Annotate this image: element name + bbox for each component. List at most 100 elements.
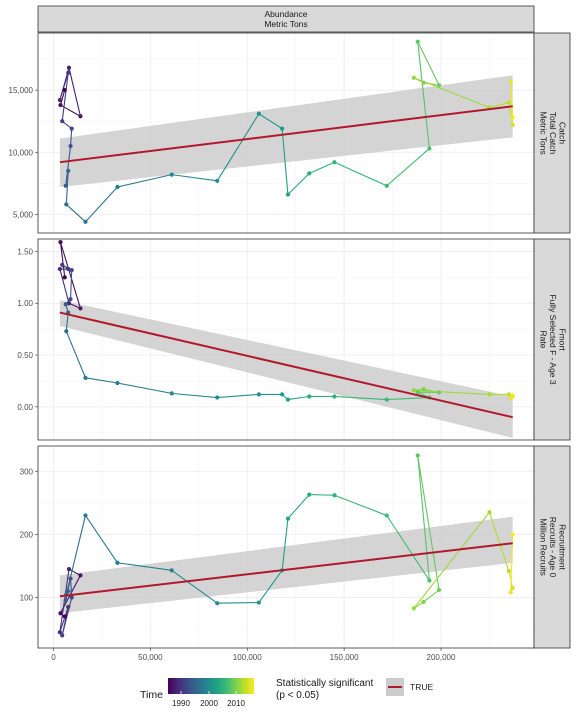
data-point <box>66 168 71 173</box>
data-point <box>436 83 442 88</box>
data-point <box>285 516 291 521</box>
data-point <box>332 160 337 165</box>
data-point <box>411 75 416 80</box>
data-point <box>57 630 62 635</box>
panel-strip <box>533 32 571 234</box>
path-segment <box>334 395 387 401</box>
path-segment <box>171 174 218 182</box>
path-segment <box>217 393 259 399</box>
path-segment <box>217 602 259 604</box>
data-point <box>63 302 68 307</box>
path-segment <box>488 512 510 572</box>
x-tick-label: 100,000 <box>233 653 262 662</box>
time-tick-1990: 1990 <box>172 699 190 708</box>
time-legend: Time 1990 2000 2010 <box>140 678 254 708</box>
data-point <box>115 560 120 565</box>
data-point <box>256 600 261 605</box>
path-segment <box>258 113 283 130</box>
y-tick-label: 0.50 <box>17 351 33 360</box>
path-segment <box>413 77 490 109</box>
y-tick-label: 300 <box>20 467 34 476</box>
data-point <box>169 172 174 177</box>
data-point <box>510 585 515 591</box>
data-point <box>115 380 120 386</box>
path-segment <box>171 569 218 604</box>
path-segment <box>281 128 289 195</box>
path-segment <box>85 515 118 564</box>
path-segment <box>258 570 283 603</box>
panel-strip-label: Metric Tons <box>538 111 548 154</box>
trend-line <box>59 311 513 419</box>
data-point <box>508 590 513 595</box>
data-point <box>115 184 120 190</box>
path-segment <box>309 161 335 174</box>
panel-strip <box>533 238 571 441</box>
path-segment <box>117 562 172 571</box>
data-point <box>436 390 442 395</box>
path-segment <box>59 72 69 101</box>
data-point <box>66 589 71 594</box>
data-point <box>83 513 88 518</box>
time-tick-2000: 2000 <box>200 699 218 708</box>
path-segment <box>65 331 86 379</box>
path-segment <box>65 204 86 223</box>
time-legend-title: Time <box>140 689 163 701</box>
path-segment <box>216 113 260 182</box>
path-segment <box>287 494 310 519</box>
panel-strip-label: Rate <box>538 331 548 349</box>
data-point <box>415 390 420 395</box>
data-point <box>506 100 511 105</box>
data-point <box>384 183 389 188</box>
path-segment <box>70 270 73 300</box>
data-point <box>62 614 67 619</box>
path-segment <box>68 568 81 576</box>
data-point <box>427 146 432 151</box>
panel-strip <box>533 445 571 649</box>
data-point <box>506 392 511 397</box>
data-point <box>487 510 492 515</box>
top-strip-line2: Metric Tons <box>264 19 307 29</box>
path-segment <box>65 312 69 332</box>
data-point <box>66 566 72 572</box>
path-segment <box>70 128 73 147</box>
sig-legend-title-1: Statistically significant <box>276 678 373 689</box>
data-point <box>64 202 69 207</box>
data-point <box>384 397 389 402</box>
panel-strip-label: Million Recruits <box>538 518 548 576</box>
trend-line <box>59 105 513 164</box>
data-point <box>63 183 68 188</box>
data-point <box>215 395 220 400</box>
y-tick-label: 15,000 <box>9 86 34 95</box>
path-segment <box>61 597 73 636</box>
path-segment <box>287 172 310 195</box>
data-point <box>421 80 426 85</box>
data-point <box>169 568 174 573</box>
confidence-band <box>59 300 513 438</box>
path-segment <box>117 174 172 188</box>
data-point <box>510 532 515 537</box>
time-colorbar <box>168 678 254 694</box>
data-point <box>307 492 312 497</box>
data-point <box>68 576 73 581</box>
path-segment <box>413 511 490 609</box>
data-point <box>415 39 420 44</box>
confidence-band <box>59 75 513 188</box>
data-point <box>66 70 71 75</box>
panel-strip-label: Total Catch <box>548 112 558 155</box>
x-tick-label: 200,000 <box>427 653 456 662</box>
data-point <box>285 192 291 197</box>
data-point <box>83 219 88 224</box>
data-point <box>411 388 416 393</box>
data-point <box>66 65 72 70</box>
path-segment <box>413 389 490 395</box>
data-point <box>60 633 65 638</box>
data-point <box>69 126 74 131</box>
data-point <box>78 573 83 578</box>
path-segment <box>510 81 514 118</box>
data-point <box>280 392 285 397</box>
path-segment <box>287 395 310 401</box>
y-tick-label: 10,000 <box>9 148 34 157</box>
